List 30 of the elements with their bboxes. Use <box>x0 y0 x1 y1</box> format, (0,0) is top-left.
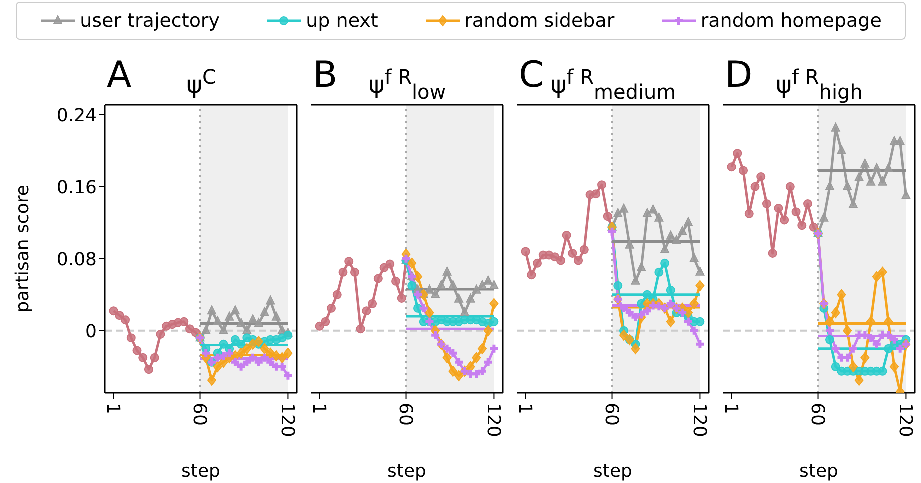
chart-title: ψ$^{C}$ <box>186 65 216 99</box>
text: D <box>725 54 753 98</box>
y-tick-label: 0.08 <box>56 249 97 270</box>
legend-label: random sidebar <box>464 10 615 32</box>
x-axis-title: step <box>388 461 426 482</box>
legend-label: user trajectory <box>80 10 220 32</box>
x-axis-title: step <box>594 461 632 482</box>
text: C <box>519 54 544 98</box>
x-tick-label: 60 <box>806 403 828 426</box>
legend-label: random homepage <box>700 10 882 32</box>
x-tick-label: 1 <box>308 403 330 414</box>
text: A <box>107 54 132 98</box>
x-tick-label: 1 <box>720 403 742 414</box>
x-tick-label: 60 <box>600 403 622 426</box>
x-tick-label: 60 <box>188 403 210 426</box>
x-tick-label: 120 <box>276 403 298 438</box>
x-tick-label: 1 <box>514 403 536 414</box>
x-tick-label: 1 <box>102 403 124 414</box>
x-tick-label: 120 <box>482 403 504 438</box>
y-axis-title: partisan score <box>12 185 34 313</box>
y-tick-label: 0 <box>86 321 97 342</box>
y-tick-label: 0.24 <box>56 105 97 126</box>
text: B <box>313 54 338 98</box>
x-axis-title: step <box>800 461 838 482</box>
x-tick-label: 60 <box>394 403 416 426</box>
x-tick-label: 120 <box>894 403 916 438</box>
y-tick-label: 0.16 <box>56 177 97 198</box>
x-axis-title: step <box>182 461 220 482</box>
legend-label: up next <box>306 10 378 32</box>
x-tick-label: 120 <box>688 403 710 438</box>
